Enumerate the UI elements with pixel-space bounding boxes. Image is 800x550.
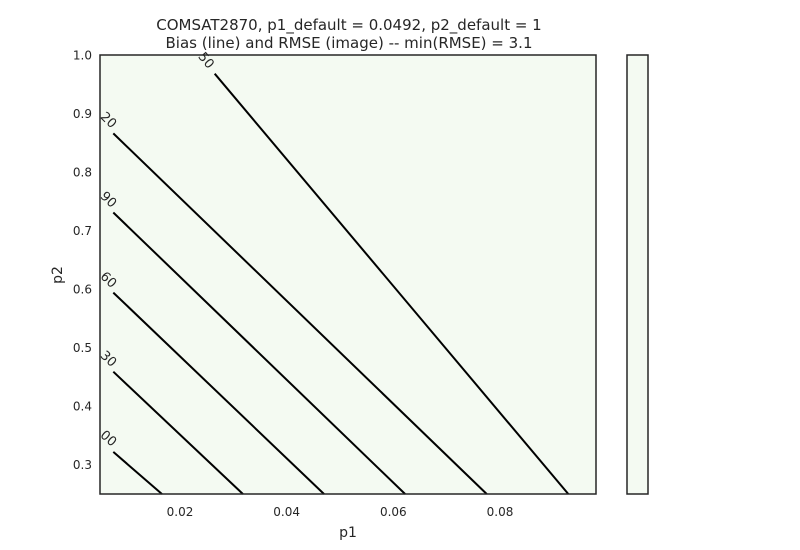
contour-line-4 — [112, 211, 406, 495]
y-tick-label: 0.8 — [73, 166, 92, 180]
rmse-image — [100, 55, 596, 494]
y-tick-label: 0.7 — [73, 224, 92, 238]
contour-line-6 — [213, 73, 570, 495]
x-tick-label: 0.02 — [167, 505, 194, 519]
plot-frame — [99, 54, 597, 495]
y-axis-label: p2 — [50, 266, 66, 284]
contour-lines — [112, 73, 570, 495]
y-tick-label: 0.3 — [73, 458, 92, 472]
contour-line-5 — [112, 132, 488, 495]
chart-title-line1: COMSAT2870, p1_default = 0.0492, p2_defa… — [156, 16, 541, 35]
y-tick-label: 0.6 — [73, 283, 92, 297]
x-tick-label: 0.08 — [487, 505, 514, 519]
y-tick-label: 0.9 — [73, 107, 92, 121]
y-tick-label: 1.0 — [73, 49, 92, 63]
y-tick-label: 0.5 — [73, 341, 92, 355]
chart-title-line2: Bias (line) and RMSE (image) -- min(RMSE… — [166, 34, 533, 52]
y-axis-ticks: 0.3 0.4 0.5 0.6 0.7 0.8 0.9 1.0 — [73, 49, 92, 473]
x-axis-ticks: 0.02 0.04 0.06 0.08 — [167, 505, 514, 519]
contour-line-1 — [112, 451, 163, 495]
contour-line-2 — [112, 370, 244, 495]
x-axis-label: p1 — [339, 525, 357, 541]
contour-line-3 — [112, 291, 325, 495]
y-tick-label: 0.4 — [73, 400, 92, 414]
colorbar — [626, 54, 649, 495]
x-tick-label: 0.04 — [273, 505, 300, 519]
x-tick-label: 0.06 — [380, 505, 407, 519]
